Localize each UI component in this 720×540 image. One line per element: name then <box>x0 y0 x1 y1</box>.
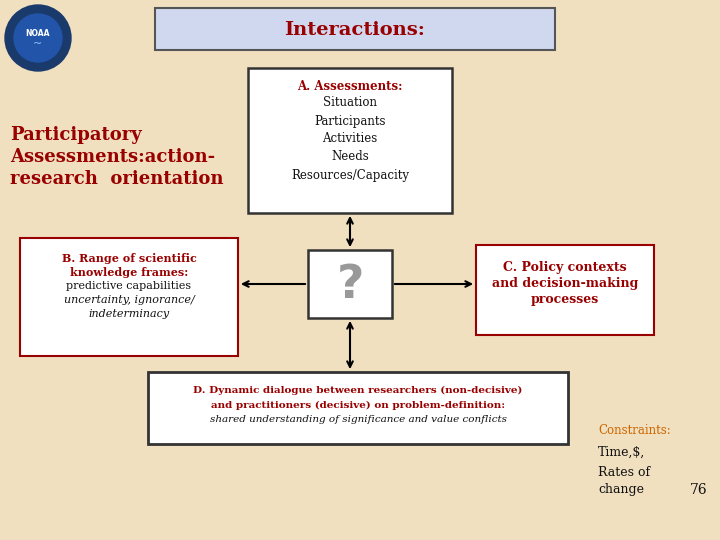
Text: NOAA: NOAA <box>26 30 50 38</box>
Bar <box>476 245 654 335</box>
Text: and decision-making: and decision-making <box>492 278 638 291</box>
Bar <box>148 372 568 444</box>
Text: Activities: Activities <box>323 132 377 145</box>
Text: Situation: Situation <box>323 97 377 110</box>
Bar <box>248 68 452 213</box>
Bar <box>20 238 238 356</box>
Text: B. Range of scientific: B. Range of scientific <box>62 253 197 264</box>
Circle shape <box>14 14 62 62</box>
Text: Time,$,: Time,$, <box>598 446 645 458</box>
Text: Interactions:: Interactions: <box>284 21 426 39</box>
Circle shape <box>5 5 71 71</box>
Text: change: change <box>598 483 644 496</box>
Text: Needs: Needs <box>331 151 369 164</box>
Text: knowledge frames:: knowledge frames: <box>70 267 188 278</box>
Text: 76: 76 <box>690 483 708 497</box>
Text: processes: processes <box>531 294 599 307</box>
Text: A. Assessments:: A. Assessments: <box>297 80 402 93</box>
Text: predictive capabilities: predictive capabilities <box>66 281 192 291</box>
Text: indeterminacy: indeterminacy <box>89 309 170 319</box>
Text: C. Policy contexts: C. Policy contexts <box>503 261 627 274</box>
Text: Assessments:action-: Assessments:action- <box>10 148 215 166</box>
Text: Rates of: Rates of <box>598 465 650 478</box>
Bar <box>308 250 392 318</box>
Text: Participatory: Participatory <box>10 126 142 144</box>
Text: Resources/Capacity: Resources/Capacity <box>291 168 409 181</box>
Text: ?: ? <box>336 264 364 308</box>
Bar <box>155 8 555 50</box>
Text: shared understanding of significance and value conflicts: shared understanding of significance and… <box>210 415 506 424</box>
Text: uncertainty, ignorance/: uncertainty, ignorance/ <box>63 295 194 305</box>
Text: research  orientation: research orientation <box>10 170 223 188</box>
Text: ~: ~ <box>33 39 42 49</box>
Text: Participants: Participants <box>314 114 386 127</box>
Text: D. Dynamic dialogue between researchers (non-decisive): D. Dynamic dialogue between researchers … <box>193 386 523 395</box>
Text: and practitioners (decisive) on problem-definition:: and practitioners (decisive) on problem-… <box>211 401 505 409</box>
Text: Constraints:: Constraints: <box>598 423 671 436</box>
